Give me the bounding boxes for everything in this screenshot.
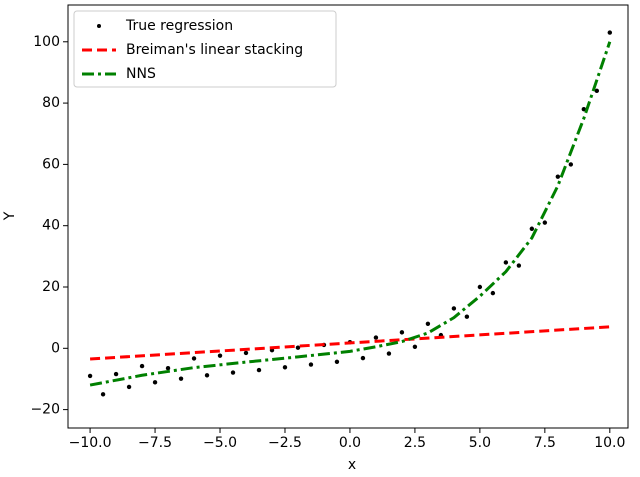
point [126,384,132,390]
point [191,356,197,361]
x-tick-label: −10.0 [69,435,112,451]
point [178,376,184,381]
y-tick-label: 60 [42,156,60,172]
point [113,371,119,377]
x-tick-label: 10.0 [594,435,625,451]
point [529,226,535,231]
x-tick-label: −5.0 [203,435,237,451]
point [152,380,158,385]
point [542,220,548,225]
point [464,314,470,319]
x-tick-label: 2.5 [404,435,426,451]
x-tick-label: 7.5 [534,435,556,451]
point [581,107,587,112]
legend-label: True regression [125,18,233,34]
y-tick-label: 80 [42,95,60,111]
point [555,174,561,179]
line [89,325,610,361]
legend-label: Breiman's linear stacking [126,42,303,58]
point [399,330,405,335]
point [256,367,262,373]
point [230,370,236,375]
point [386,351,392,356]
point [477,284,483,290]
x-tick-label: 0.0 [339,435,361,451]
y-tick-label: −20 [30,402,60,418]
y-tick-label: 20 [42,279,60,295]
point [87,373,93,379]
point [568,162,574,167]
x-axis-label: x [348,457,356,473]
point [100,392,106,397]
legend-box [73,10,337,88]
point [490,290,496,296]
point [334,359,340,364]
point [217,353,223,358]
x-tick-label: 5.0 [469,435,491,451]
y-axis-label: Y [2,211,18,221]
y-tick-label: 0 [51,340,60,356]
point [165,366,171,371]
legend-marker [97,24,101,28]
point [282,365,288,370]
point [243,350,249,356]
point [412,344,418,349]
legend-label: NNS [126,66,156,82]
point [295,345,301,350]
x-tick-label: −7.5 [138,435,172,451]
point [373,335,379,340]
point [360,355,366,361]
point [308,362,314,367]
point [451,306,457,311]
point [503,260,509,265]
x-tick-label: −2.5 [268,435,302,451]
point [516,263,522,268]
point [204,373,210,378]
point [425,321,431,326]
point [607,30,613,35]
point [139,363,145,369]
plot-frame [67,4,629,429]
y-tick-label: 40 [42,218,60,234]
y-tick-label: 100 [33,34,60,50]
line [89,41,612,387]
point [594,88,600,94]
